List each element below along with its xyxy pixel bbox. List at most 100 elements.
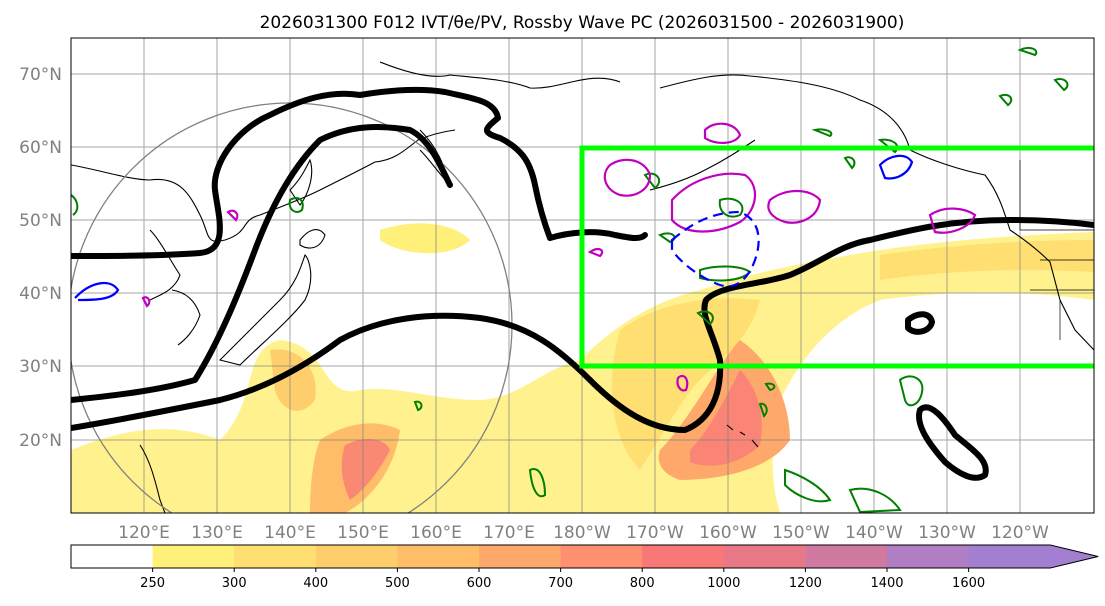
- coast-china: [149, 229, 181, 301]
- colorbar-tick: 500: [385, 576, 410, 591]
- map-area: [71, 38, 1094, 513]
- magenta-c3: [767, 189, 822, 224]
- green-c1: [288, 197, 304, 213]
- colorbar-tick: 1600: [952, 576, 985, 591]
- pv-anomaly-negative: [74, 154, 914, 302]
- colorbar-tick: 800: [630, 576, 655, 591]
- coast-sakhalin: [289, 158, 313, 206]
- magenta-c7: [141, 296, 151, 308]
- lon-label: 180°W: [553, 523, 611, 543]
- colorbar-extend-arrow: [968, 545, 1099, 568]
- lon-label: 150°W: [772, 523, 830, 543]
- ivt-band-300-east: [880, 240, 1094, 280]
- blue-c1: [74, 281, 120, 302]
- colorbar-tick: 1200: [789, 576, 822, 591]
- green-c4: [528, 468, 547, 498]
- lon-label: 140°E: [264, 523, 316, 543]
- colorbar-segment: [152, 545, 235, 568]
- green-c12: [877, 138, 899, 154]
- lat-label: 50°N: [19, 211, 62, 231]
- coast-chukotka: [379, 61, 621, 89]
- green-c5: [784, 468, 832, 503]
- lat-label: 60°N: [19, 138, 62, 158]
- lon-label: 170°E: [483, 523, 535, 543]
- green-c9: [643, 172, 661, 190]
- green-c14: [1053, 78, 1069, 92]
- coast-korea: [171, 289, 201, 346]
- pv-contour-north-loop: [71, 86, 648, 259]
- colorbar-segment: [887, 545, 970, 568]
- magenta-c4: [928, 207, 977, 234]
- lon-label: 170°W: [626, 523, 684, 543]
- state-borders: [1019, 160, 1094, 340]
- figure-title: 2026031300 F012 IVT/θe/PV, Rossby Wave P…: [260, 13, 905, 33]
- green-c2: [71, 194, 79, 216]
- colorbar-segment: [479, 545, 562, 568]
- pv-anomaly-positive: [141, 122, 977, 392]
- lat-axis: 70°N 60°N 50°N 40°N 30°N 20°N: [19, 65, 62, 451]
- colorbar-tick-labels: 250 300 400 500 600 700 800 1000 1200 14…: [140, 576, 985, 591]
- magenta-c9: [587, 247, 604, 258]
- magenta-c6: [226, 209, 239, 222]
- colorbar-tick: 1400: [870, 576, 903, 591]
- green-c6: [848, 487, 902, 513]
- green-c16: [758, 402, 768, 418]
- lat-label: 40°N: [19, 284, 62, 304]
- colorbar-segment: [234, 545, 317, 568]
- borders: [1019, 160, 1094, 340]
- colorbar-outline: [70, 544, 1099, 569]
- pv-contour-jet-main: [71, 217, 1094, 433]
- coast-siberia: [71, 129, 456, 242]
- lat-label: 70°N: [19, 65, 62, 85]
- blue-c2: [878, 154, 914, 180]
- map-frame: [70, 37, 1095, 514]
- green-c10: [718, 197, 744, 218]
- green-c19: [811, 128, 833, 138]
- lon-label: 120°W: [991, 523, 1049, 543]
- green-c7: [898, 375, 924, 407]
- colorbar-tick: 600: [467, 576, 492, 591]
- lat-label: 30°N: [19, 357, 62, 377]
- coast-hawaii: [726, 424, 759, 448]
- coast-honshu: [218, 253, 312, 366]
- green-c17: [696, 310, 714, 326]
- colorbar: [70, 544, 1099, 572]
- rossby-wave-box: [579, 145, 1094, 369]
- colorbar-segment: [315, 545, 398, 568]
- green-c20: [1017, 46, 1038, 57]
- colorbar-segment: [642, 545, 725, 568]
- lon-label: 140°W: [845, 523, 903, 543]
- colorbar-tick: 1000: [707, 576, 740, 591]
- lon-label: 160°E: [410, 523, 462, 543]
- lon-label: 130°W: [918, 523, 976, 543]
- magenta-c5: [703, 122, 742, 144]
- coast-hokkaido: [299, 229, 326, 249]
- ivt-core-west-max: [341, 438, 390, 500]
- green-c15: [764, 382, 776, 392]
- colorbar-segment: [397, 545, 480, 568]
- magenta-c8: [676, 374, 689, 392]
- colorbar-tick: 250: [140, 576, 165, 591]
- lon-label: 150°E: [337, 523, 389, 543]
- pv-contour-subtropical: [916, 404, 989, 481]
- green-c18: [657, 232, 676, 244]
- colorbar-tick: 300: [222, 576, 247, 591]
- green-c13: [998, 94, 1013, 107]
- pv-contours: [71, 86, 1094, 481]
- colorbar-segment: [723, 545, 806, 568]
- lon-label: 130°E: [191, 523, 243, 543]
- green-c11: [843, 156, 856, 170]
- pv-contour-jet-west: [71, 124, 453, 403]
- magenta-c2: [670, 172, 757, 233]
- ivt-core-central-max: [690, 370, 762, 466]
- colorbar-segment: [805, 545, 888, 568]
- lon-label: 120°E: [118, 523, 170, 543]
- colorbar-tick: 400: [303, 576, 328, 591]
- thetae-contours: [71, 46, 1069, 513]
- pv-contour-cutoff: [905, 311, 935, 335]
- lat-label: 20°N: [19, 431, 62, 451]
- colorbar-tick: 700: [548, 576, 573, 591]
- ivt-band-300-central: [611, 298, 760, 470]
- lon-label: 160°W: [699, 523, 757, 543]
